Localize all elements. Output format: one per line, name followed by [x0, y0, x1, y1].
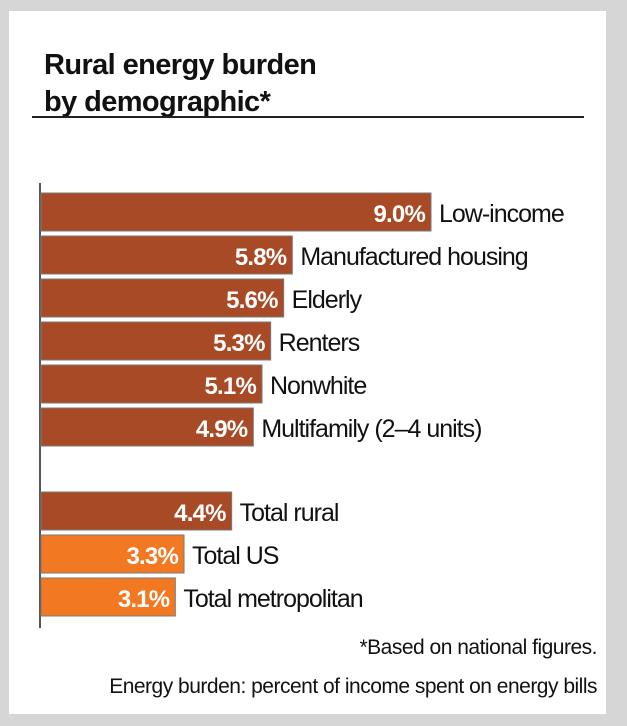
bar	[40, 577, 176, 617]
bar	[40, 407, 254, 447]
category-label: Elderly	[292, 286, 363, 314]
category-label: Low-income	[439, 200, 564, 228]
chart-title-line-1: Rural energy burden	[44, 49, 317, 81]
bar	[40, 278, 285, 318]
bar	[40, 192, 432, 232]
definition-note: Energy burden: percent of income spent o…	[109, 675, 597, 698]
category-label: Multifamily (2–4 units)	[261, 415, 481, 443]
value-label: 5.8%	[235, 244, 287, 271]
value-label: 3.3%	[126, 543, 178, 570]
category-label: Total rural	[240, 499, 339, 527]
title-divider	[32, 116, 584, 118]
value-label: 5.3%	[213, 330, 265, 357]
value-label: 5.6%	[226, 287, 278, 314]
category-label: Total US	[192, 542, 279, 570]
category-label: Manufactured housing	[300, 243, 527, 271]
bar	[40, 235, 293, 275]
bar	[40, 491, 233, 531]
value-label: 5.1%	[204, 373, 256, 400]
bar	[40, 364, 263, 404]
chart-title: Rural energy burden by demographic*	[44, 47, 317, 121]
category-label: Total metropolitan	[183, 585, 362, 613]
value-label: 9.0%	[373, 201, 425, 228]
chart-title-line-2: by demographic*	[44, 86, 271, 118]
bar	[40, 534, 185, 574]
value-label: 3.1%	[118, 586, 170, 613]
category-label: Nonwhite	[270, 372, 366, 400]
value-label: 4.4%	[174, 500, 226, 527]
bar	[40, 321, 272, 361]
footnote: *Based on national figures.	[359, 636, 597, 659]
category-label: Renters	[279, 329, 360, 357]
value-label: 4.9%	[196, 416, 248, 443]
